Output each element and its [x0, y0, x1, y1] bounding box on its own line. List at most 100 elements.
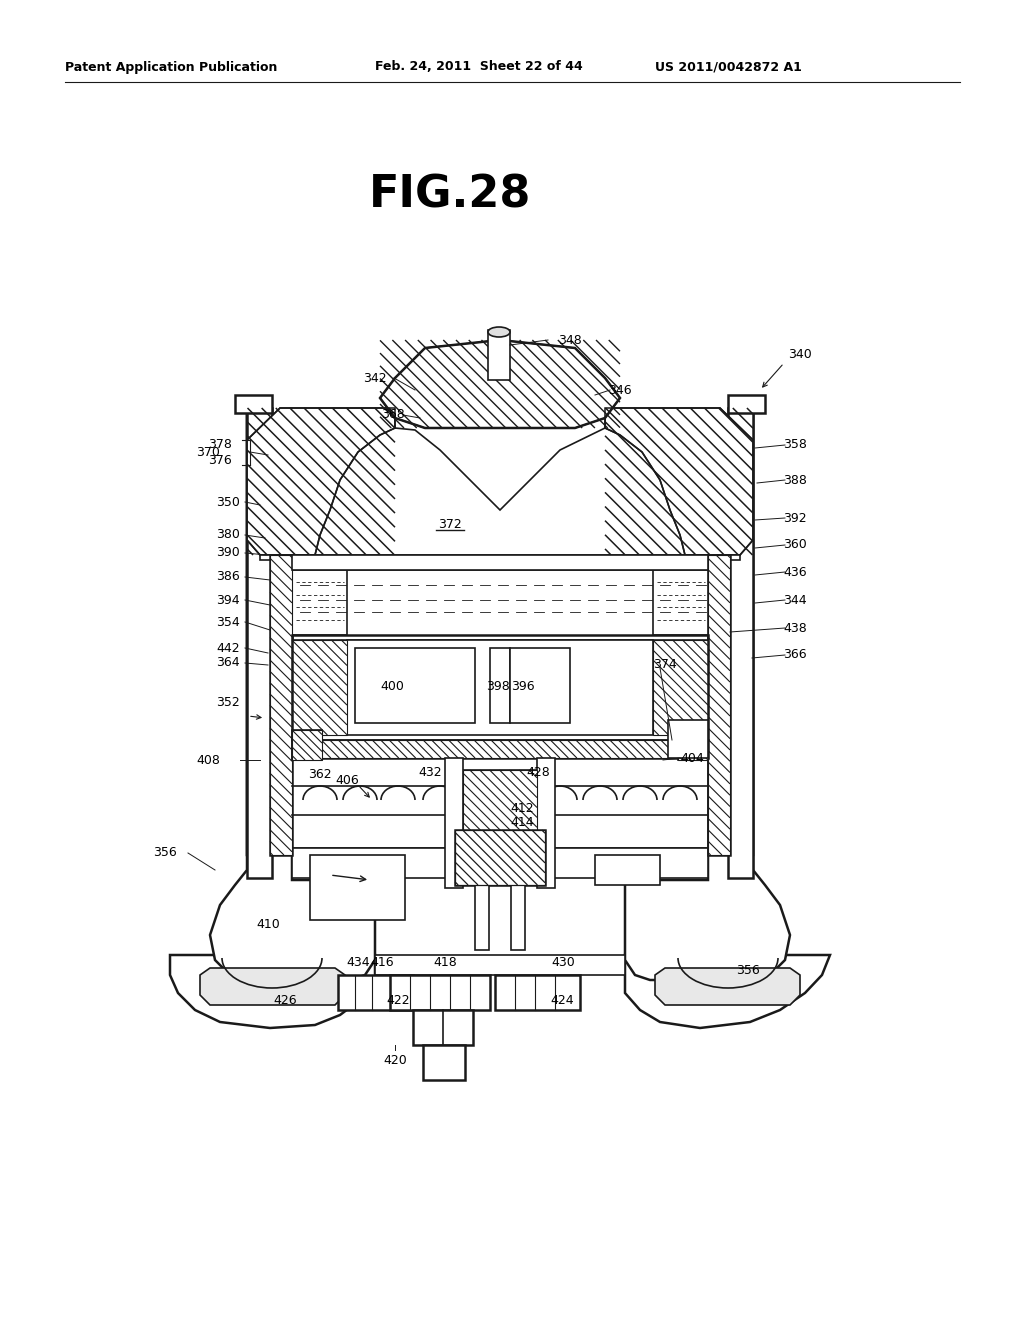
Polygon shape: [625, 954, 830, 1028]
Bar: [292, 635, 708, 741]
Text: 422: 422: [386, 994, 410, 1006]
Text: 370: 370: [196, 446, 220, 458]
Text: 344: 344: [783, 594, 807, 606]
Bar: [495, 975, 580, 1010]
Text: 428: 428: [526, 767, 550, 780]
Text: 396: 396: [511, 681, 535, 693]
Polygon shape: [395, 408, 605, 510]
Text: 372: 372: [438, 519, 462, 532]
Polygon shape: [625, 408, 790, 979]
Text: FIG.28: FIG.28: [369, 173, 531, 216]
Text: 360: 360: [783, 539, 807, 552]
Bar: [455, 830, 545, 884]
Bar: [270, 554, 292, 855]
Bar: [292, 741, 708, 758]
Polygon shape: [655, 968, 800, 1005]
Text: 374: 374: [653, 659, 677, 672]
Bar: [537, 758, 555, 888]
Polygon shape: [210, 408, 375, 979]
Bar: [475, 884, 489, 950]
Bar: [728, 408, 753, 878]
Bar: [347, 640, 653, 735]
Bar: [708, 554, 730, 855]
Text: 418: 418: [433, 957, 457, 969]
Text: 432: 432: [418, 767, 441, 780]
Text: 380: 380: [216, 528, 240, 541]
Bar: [653, 570, 708, 635]
Text: Patent Application Publication: Patent Application Publication: [65, 61, 278, 74]
Polygon shape: [380, 341, 620, 428]
Bar: [668, 719, 708, 758]
Bar: [708, 554, 730, 855]
Bar: [292, 554, 708, 570]
Bar: [463, 770, 537, 870]
Bar: [595, 855, 660, 884]
Bar: [678, 730, 708, 760]
Text: 352: 352: [216, 697, 240, 710]
Text: 410: 410: [256, 917, 280, 931]
Text: 430: 430: [551, 957, 574, 969]
Text: 408: 408: [196, 754, 220, 767]
Text: 392: 392: [783, 511, 807, 524]
Bar: [270, 554, 292, 855]
Text: 340: 340: [788, 348, 812, 362]
Text: 394: 394: [216, 594, 240, 606]
Text: 406: 406: [335, 774, 358, 787]
Text: 388: 388: [783, 474, 807, 487]
Text: 438: 438: [783, 622, 807, 635]
Bar: [653, 640, 708, 735]
Text: US 2011/0042872 A1: US 2011/0042872 A1: [655, 61, 802, 74]
Text: 346: 346: [608, 384, 632, 396]
Bar: [678, 730, 708, 760]
Bar: [445, 758, 463, 888]
Bar: [292, 847, 708, 878]
Text: Feb. 24, 2011  Sheet 22 of 44: Feb. 24, 2011 Sheet 22 of 44: [375, 61, 583, 74]
Bar: [375, 954, 625, 975]
Bar: [463, 770, 537, 870]
Bar: [511, 884, 525, 950]
Bar: [488, 330, 510, 380]
Bar: [490, 648, 510, 723]
Bar: [292, 570, 347, 635]
Bar: [292, 758, 708, 847]
Bar: [234, 395, 272, 413]
Bar: [390, 975, 490, 1010]
Bar: [260, 554, 740, 560]
Text: 354: 354: [216, 615, 240, 628]
Text: 424: 424: [550, 994, 573, 1006]
Text: 414: 414: [510, 816, 534, 829]
Text: 366: 366: [783, 648, 807, 661]
Text: 412: 412: [510, 801, 534, 814]
Text: 348: 348: [558, 334, 582, 346]
Bar: [292, 730, 322, 760]
Bar: [455, 830, 545, 884]
Text: 378: 378: [208, 437, 232, 450]
Text: 404: 404: [680, 751, 703, 764]
Text: 434: 434: [346, 957, 370, 969]
Polygon shape: [247, 408, 395, 554]
Bar: [247, 408, 272, 878]
Text: 420: 420: [383, 1053, 407, 1067]
Text: 362: 362: [308, 768, 332, 781]
Polygon shape: [200, 968, 345, 1005]
Bar: [292, 640, 347, 735]
Bar: [355, 648, 475, 723]
Bar: [510, 648, 570, 723]
Bar: [423, 1045, 465, 1080]
Text: 442: 442: [216, 642, 240, 655]
Text: 376: 376: [208, 454, 231, 466]
Bar: [310, 855, 406, 920]
Text: 368: 368: [381, 408, 404, 421]
Text: 436: 436: [783, 565, 807, 578]
Bar: [292, 741, 708, 758]
Text: 356: 356: [736, 964, 760, 977]
Bar: [292, 730, 322, 760]
Text: 364: 364: [216, 656, 240, 669]
Ellipse shape: [488, 327, 510, 337]
Text: 386: 386: [216, 570, 240, 583]
Text: 356: 356: [154, 846, 177, 859]
Text: 358: 358: [783, 438, 807, 451]
Text: 350: 350: [216, 495, 240, 508]
Bar: [292, 570, 708, 640]
Text: 342: 342: [364, 371, 387, 384]
